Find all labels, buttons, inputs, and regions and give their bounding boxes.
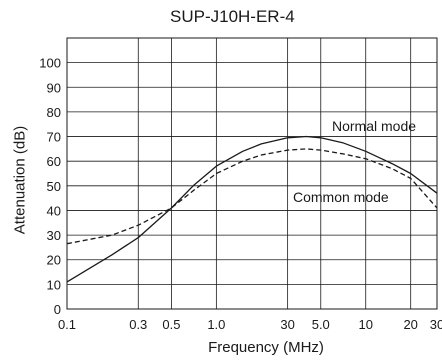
y-tick-label: 40 <box>47 203 61 218</box>
y-tick-label: 30 <box>47 228 61 243</box>
x-tick-label: 20 <box>403 317 417 332</box>
x-tick-label: 0.1 <box>58 317 76 332</box>
x-tick-label: 10 <box>358 317 372 332</box>
y-tick-label: 100 <box>39 56 61 71</box>
y-tick-label: 0 <box>54 302 61 317</box>
common-mode-label: Common mode <box>293 189 389 205</box>
y-tick-label: 50 <box>47 179 61 194</box>
y-tick-label: 10 <box>47 277 61 292</box>
plot-frame <box>66 37 438 310</box>
x-tick-label: 5.0 <box>312 317 330 332</box>
y-tick-label: 60 <box>47 154 61 169</box>
x-tick-label: 30 <box>430 317 442 332</box>
x-tick-label: 0.5 <box>162 317 180 332</box>
x-tick-label: 1.0 <box>207 317 225 332</box>
y-tick-label: 70 <box>47 130 61 145</box>
y-tick-label: 90 <box>47 80 61 95</box>
normal-mode-label: Normal mode <box>332 118 416 134</box>
y-tick-label: 20 <box>47 253 61 268</box>
y-tick-label: 80 <box>47 105 61 120</box>
normal-mode-line <box>66 135 438 283</box>
chart-title: SUP-J10H-ER-4 <box>170 7 295 26</box>
x-tick-label: 0.3 <box>129 317 147 332</box>
x-axis-label: Frequency (MHz) <box>208 339 324 356</box>
common-mode-line <box>66 148 438 245</box>
x-tick-label: 30 <box>280 317 294 332</box>
